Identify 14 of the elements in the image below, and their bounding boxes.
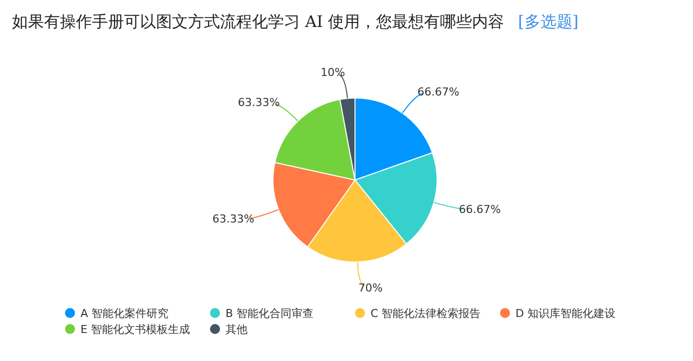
data-label: 66.67% [417,85,460,98]
data-label: 70% [358,281,383,294]
chart-subtitle: [多选题] [518,12,579,31]
data-label: 10% [320,66,346,79]
chart-title: 如果有操作手册可以图文方式流程化学习 AI 使用，您最想有哪些内容 [12,12,504,31]
legend-label: 其他 [226,322,248,336]
legend-label: C 智能化法律检索报告 [370,306,481,320]
legend-label: B 智能化合同审查 [226,306,314,320]
data-label: 66.67% [458,203,501,216]
data-label: 63.33% [212,212,254,226]
legend-label: A 智能化案件研究 [80,306,169,320]
data-label: 63.33% [238,96,280,109]
legend-label: E 智能化文书模板生成 [80,322,190,336]
legend-label: D 知识库智能化建设 [516,306,616,320]
